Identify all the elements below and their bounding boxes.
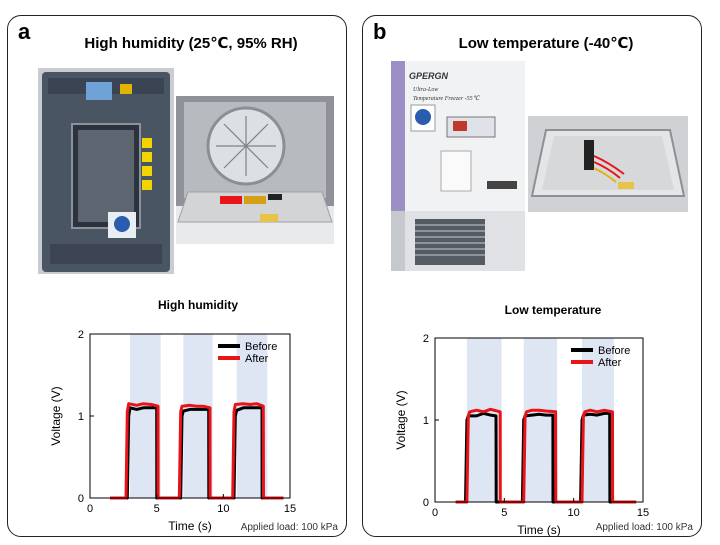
x-tick-label: 15	[637, 507, 649, 519]
panel-title: High humidity (25℃, 95% RH)	[84, 35, 298, 52]
freezer-label-line1: Ultra-Low	[413, 87, 439, 93]
x-tick-label: 5	[154, 503, 160, 515]
chart-title: High humidity	[158, 298, 238, 312]
panel-a: a High humidity (25℃, 95% RH)	[7, 15, 347, 537]
y-axis-label: Voltage (V)	[49, 386, 63, 445]
panel-letter: b	[373, 19, 387, 44]
x-tick-label: 10	[217, 503, 229, 515]
series-line-after	[455, 407, 637, 504]
footnote: Applied load: 100 kPa	[240, 522, 338, 533]
x-axis-label: Time (s)	[168, 519, 212, 533]
humidity-chamber-photo	[38, 68, 174, 274]
sample-tray-photo	[528, 116, 688, 212]
y-axis-label: Voltage (V)	[394, 390, 408, 449]
y-tick-label: 2	[423, 333, 429, 345]
legend-label: Before	[598, 345, 630, 357]
x-axis-label: Time (s)	[517, 523, 561, 537]
series-line-before	[455, 411, 637, 504]
panel-letter: a	[18, 19, 31, 44]
freezer-brand-text: GPERGN	[409, 71, 449, 81]
chart-title: Low temperature	[504, 303, 602, 317]
freezer-photo: GPERGN Ultra-Low Temperature Freezer -55…	[391, 61, 525, 271]
footnote: Applied load: 100 kPa	[595, 522, 693, 533]
panel-title: Low temperature (-40℃)	[458, 35, 634, 52]
x-tick-label: 5	[501, 507, 507, 519]
y-tick-label: 1	[78, 411, 84, 423]
legend-label: After	[598, 357, 622, 369]
y-tick-label: 0	[423, 497, 429, 509]
x-tick-label: 0	[87, 503, 93, 515]
freezer-label-line2: Temperature Freezer -55℃	[413, 96, 480, 102]
y-tick-label: 2	[78, 329, 84, 341]
y-tick-label: 0	[78, 493, 84, 505]
chamber-interior-photo	[176, 96, 334, 244]
x-tick-label: 15	[284, 503, 296, 515]
panel-b: b Low temperature (-40℃) GPERGN Ultra-Lo…	[362, 15, 702, 537]
legend-label: After	[245, 353, 269, 365]
x-tick-label: 10	[568, 507, 580, 519]
legend-label: Before	[245, 341, 277, 353]
series-line-before	[110, 406, 284, 500]
y-tick-label: 1	[423, 415, 429, 427]
x-tick-label: 0	[432, 507, 438, 519]
series-line-after	[110, 402, 284, 500]
